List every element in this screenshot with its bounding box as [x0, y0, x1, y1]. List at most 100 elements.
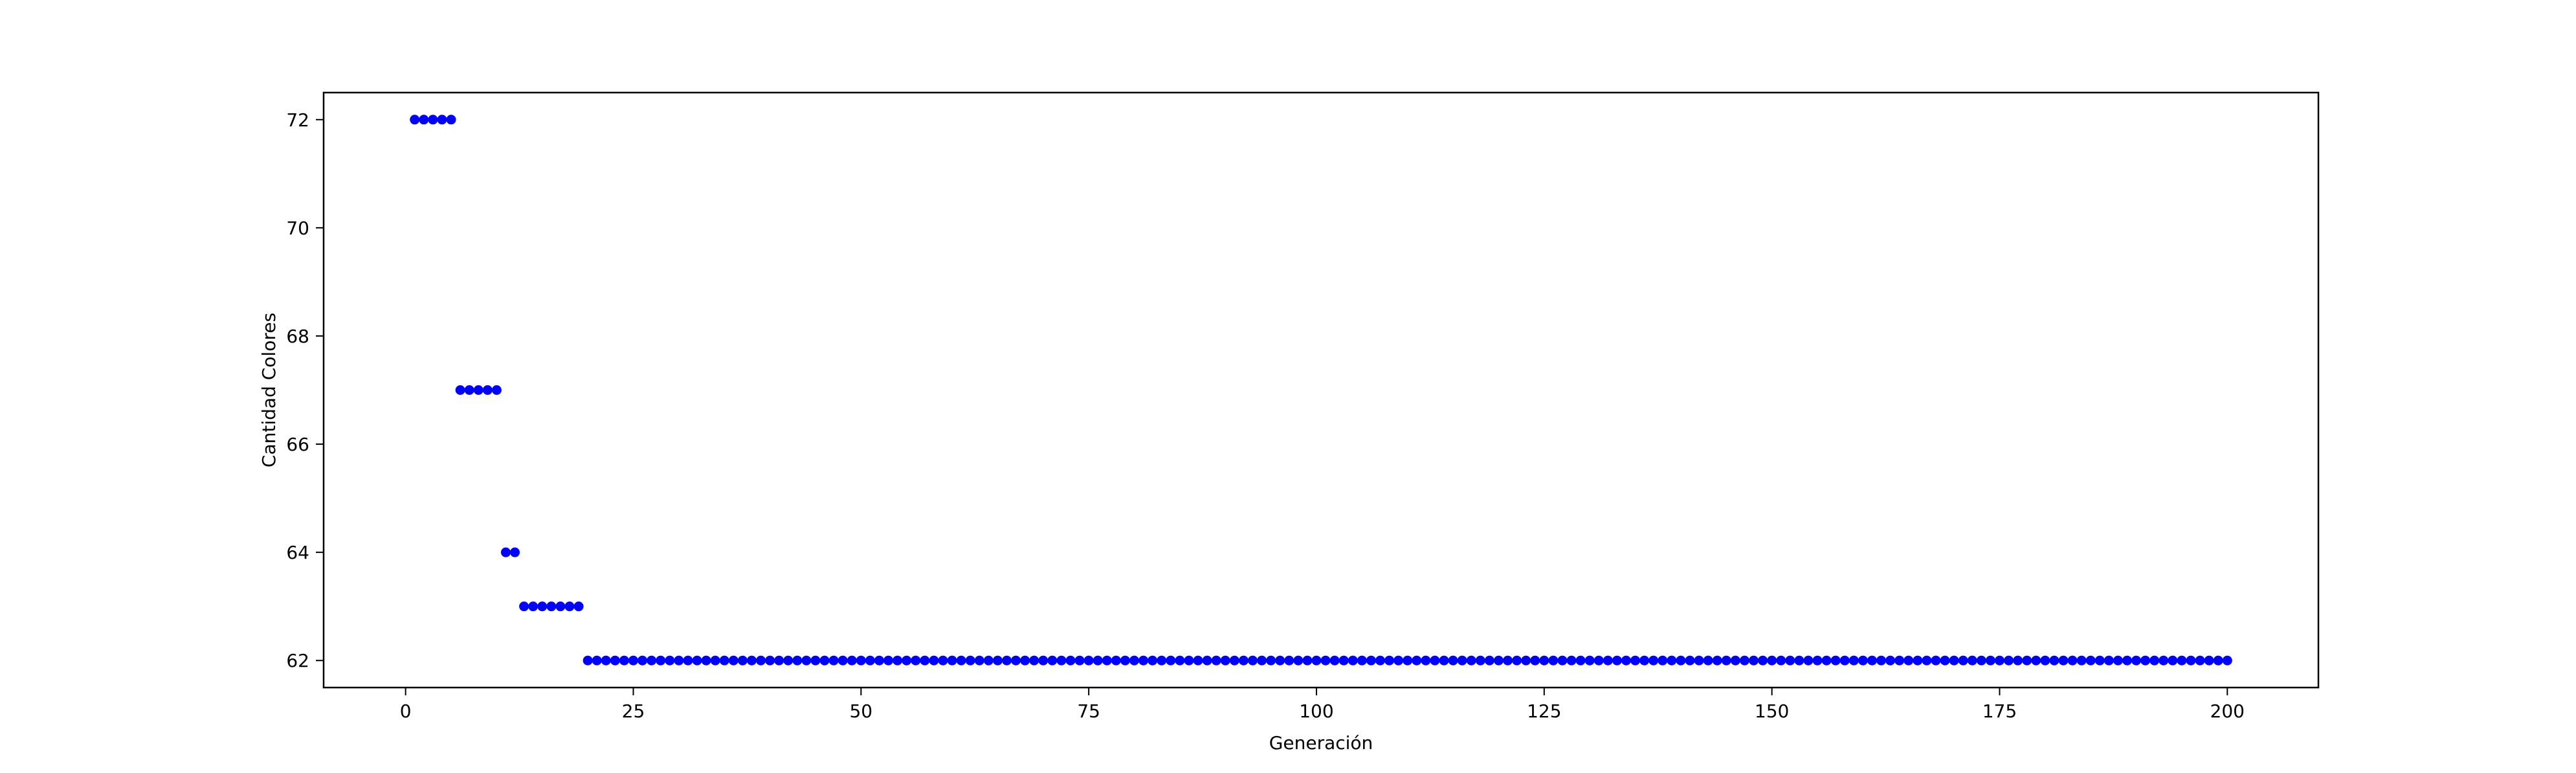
y-tick-label: 70 — [286, 218, 309, 239]
data-point — [528, 601, 539, 612]
data-point — [1512, 655, 1522, 666]
data-point — [446, 115, 456, 125]
data-point — [956, 655, 966, 666]
data-point — [555, 601, 566, 612]
data-point — [1913, 655, 1923, 666]
data-point — [701, 655, 711, 666]
data-point — [1412, 655, 1422, 666]
data-point — [1904, 655, 1914, 666]
data-point — [1566, 655, 1577, 666]
x-tick-label: 0 — [400, 700, 412, 722]
y-tick-label: 66 — [286, 434, 309, 455]
data-point — [947, 655, 957, 666]
data-point — [674, 655, 684, 666]
data-point — [1238, 655, 1249, 666]
data-point — [638, 655, 648, 666]
data-point — [2104, 655, 2114, 666]
data-point — [1056, 655, 1067, 666]
data-point — [1211, 655, 1221, 666]
data-point — [628, 655, 638, 666]
data-point — [491, 385, 502, 395]
data-point — [1739, 655, 1749, 666]
data-point — [1275, 655, 1285, 666]
data-point — [2076, 655, 2087, 666]
data-point — [1630, 655, 1641, 666]
data-point — [1393, 655, 1404, 666]
data-point — [856, 655, 866, 666]
data-point — [1011, 655, 1021, 666]
data-point — [1503, 655, 1513, 666]
data-point — [500, 547, 511, 557]
data-point — [656, 655, 666, 666]
y-tick-label: 62 — [286, 650, 309, 671]
data-point — [1357, 655, 1367, 666]
data-point — [1922, 655, 1932, 666]
data-point — [1457, 655, 1467, 666]
data-point — [1439, 655, 1449, 666]
data-point — [1157, 655, 1167, 666]
data-point — [1430, 655, 1440, 666]
data-point — [2222, 655, 2232, 666]
data-point — [473, 385, 483, 395]
data-point — [1384, 655, 1395, 666]
data-point — [2013, 655, 2023, 666]
data-point — [1493, 655, 1504, 666]
data-point — [819, 655, 830, 666]
data-point — [974, 655, 984, 666]
data-point — [1621, 655, 1631, 666]
data-point — [1994, 655, 2004, 666]
data-point — [1065, 655, 1076, 666]
data-point — [728, 655, 738, 666]
data-point — [2204, 655, 2214, 666]
data-point — [1348, 655, 1358, 666]
data-point — [1940, 655, 1950, 666]
data-point — [710, 655, 720, 666]
data-point — [1120, 655, 1130, 666]
data-point — [1111, 655, 1121, 666]
data-point — [1876, 655, 1886, 666]
data-point — [902, 655, 912, 666]
data-point — [1858, 655, 1868, 666]
x-tick-label: 175 — [1982, 700, 2017, 722]
data-point — [1976, 655, 1986, 666]
data-point — [1083, 655, 1094, 666]
x-axis: 0 25 50 75 100 125 150 175 200 — [400, 688, 2245, 722]
data-points — [410, 115, 2232, 666]
data-point — [737, 655, 748, 666]
data-point — [2004, 655, 2014, 666]
data-point — [1421, 655, 1431, 666]
data-point — [1020, 655, 1030, 666]
data-point — [838, 655, 848, 666]
data-point — [1894, 655, 1905, 666]
data-point — [482, 385, 493, 395]
data-point — [1812, 655, 1823, 666]
x-tick-label: 75 — [1077, 700, 1100, 722]
data-point — [1521, 655, 1531, 666]
data-point — [564, 601, 575, 612]
data-point — [692, 655, 702, 666]
x-tick-label: 150 — [1755, 700, 1789, 722]
x-tick-label: 25 — [622, 700, 645, 722]
data-point — [464, 385, 474, 395]
data-point — [774, 655, 784, 666]
data-point — [1885, 655, 1896, 666]
data-point — [2149, 655, 2160, 666]
data-point — [1694, 655, 1704, 666]
y-tick-label: 72 — [286, 109, 309, 131]
data-point — [1229, 655, 1239, 666]
data-point — [1931, 655, 1941, 666]
data-point — [2186, 655, 2196, 666]
data-point — [1776, 655, 1786, 666]
data-point — [874, 655, 884, 666]
data-point — [1676, 655, 1686, 666]
data-point — [2213, 655, 2223, 666]
data-point — [410, 115, 420, 125]
data-point — [1266, 655, 1276, 666]
data-point — [1685, 655, 1695, 666]
data-point — [1785, 655, 1795, 666]
data-point — [801, 655, 812, 666]
data-point — [1129, 655, 1139, 666]
data-point — [1593, 655, 1604, 666]
data-point — [1166, 655, 1176, 666]
data-point — [929, 655, 939, 666]
